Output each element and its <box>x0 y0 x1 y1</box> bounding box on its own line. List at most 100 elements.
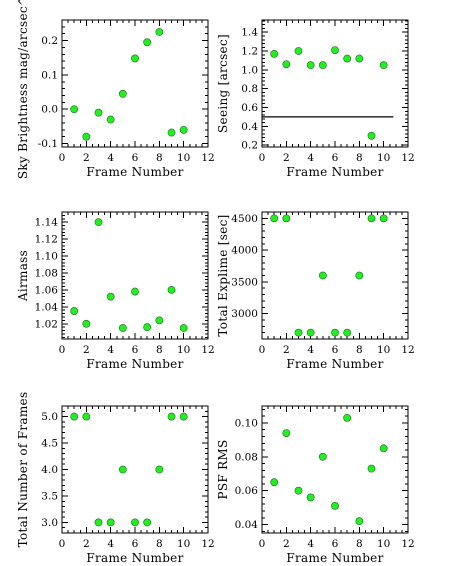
x-tick-label: 4 <box>107 344 114 356</box>
x-tick-label: 8 <box>356 538 363 550</box>
plot-frame <box>61 405 209 534</box>
data-point <box>94 108 103 117</box>
x-axis-title: Frame Number <box>286 165 383 179</box>
y-tick-label: 0.04 <box>235 519 259 531</box>
data-point <box>70 307 79 315</box>
x-tick-label: 4 <box>307 344 314 356</box>
data-point <box>131 54 139 63</box>
y-axis-title: Total Explime [sec] <box>216 214 230 336</box>
y-tick-label: 0.2 <box>241 140 258 152</box>
data-point <box>282 429 291 437</box>
y-tick-label: 0.1 <box>41 69 58 81</box>
data-point <box>306 328 315 337</box>
data-point <box>355 271 364 280</box>
y-tick-label: 4500 <box>231 213 258 225</box>
data-point <box>167 412 176 421</box>
x-tick-label: 6 <box>332 538 339 550</box>
x-tick-label: 10 <box>377 152 390 164</box>
y-tick-label: 1.14 <box>35 217 59 229</box>
y-tick-label: 3000 <box>231 308 258 320</box>
chart-panel-5: 0 2 4 6 8 10 12 3.0 3.5 4.0 4.5 5.0 Frame Number Tota… <box>16 392 215 565</box>
x-tick-label: 8 <box>156 152 163 164</box>
data-point <box>294 328 303 337</box>
data-point <box>331 328 339 337</box>
y-axis-title: Total Number of Frames <box>16 392 30 548</box>
data-point <box>118 465 127 474</box>
data-point <box>331 46 339 55</box>
x-tick-label: 12 <box>401 152 414 164</box>
data-point <box>343 54 352 63</box>
y-axis-title: Airmass <box>16 250 30 302</box>
data-point <box>106 518 115 527</box>
x-tick-label: 6 <box>132 152 139 164</box>
y-tick-label: 4.0 <box>41 464 58 476</box>
data-point <box>167 285 176 294</box>
data-point <box>367 131 376 140</box>
x-tick-label: 6 <box>332 152 339 164</box>
data-point <box>270 478 279 487</box>
x-tick-label: 12 <box>201 538 214 550</box>
data-point <box>179 412 188 421</box>
x-tick-label: 2 <box>83 344 90 356</box>
data-point <box>131 287 139 296</box>
x-tick-label: 10 <box>177 152 190 164</box>
x-tick-label: 0 <box>59 538 66 550</box>
y-tick-label: 0.6 <box>241 102 258 114</box>
x-tick-label: 10 <box>177 538 190 550</box>
y-axis-title: Sky Brightness mag/arcsec^2 <box>16 0 30 179</box>
plot-frame <box>261 19 409 148</box>
x-tick-label: 2 <box>283 344 290 356</box>
data-point <box>143 38 152 47</box>
data-point <box>118 324 127 332</box>
data-point <box>143 518 152 527</box>
y-tick-label: 3.5 <box>41 490 58 502</box>
x-tick-label: 8 <box>156 344 163 356</box>
y-tick-label: 0.2 <box>41 35 58 47</box>
y-tick-label: 0.8 <box>241 83 258 95</box>
y-tick-label: 1.2 <box>241 46 258 58</box>
x-axis-title: Frame Number <box>286 357 383 371</box>
y-tick-label: 1.4 <box>241 27 258 39</box>
y-tick-label: 4.5 <box>41 438 58 450</box>
x-tick-label: 4 <box>107 152 114 164</box>
y-tick-label: 1.06 <box>35 284 59 296</box>
data-point <box>379 61 388 70</box>
y-tick-label: 0.06 <box>235 485 259 497</box>
data-point <box>82 319 91 328</box>
x-tick-label: 12 <box>401 344 414 356</box>
x-axis-title: Frame Number <box>86 165 183 179</box>
y-tick-label: 4000 <box>231 245 258 257</box>
y-tick-label: 5.0 <box>41 411 58 423</box>
y-tick-label: 0.08 <box>235 451 258 463</box>
data-point <box>155 28 164 36</box>
data-point <box>294 486 303 495</box>
data-point <box>343 328 352 337</box>
x-tick-label: 2 <box>283 538 290 550</box>
data-point <box>94 218 103 227</box>
x-tick-label: 4 <box>307 152 314 164</box>
x-tick-label: 0 <box>59 344 66 356</box>
plot-frame <box>61 211 209 340</box>
x-tick-label: 10 <box>177 344 190 356</box>
data-point <box>118 89 127 98</box>
data-point <box>155 465 164 474</box>
data-point <box>294 47 303 55</box>
y-tick-label: 0.4 <box>241 121 258 133</box>
data-point <box>367 214 376 223</box>
data-point <box>355 54 364 63</box>
y-tick-label: 1.02 <box>35 318 58 330</box>
x-tick-label: 6 <box>132 538 139 550</box>
y-axis-title: PSF RMS <box>216 439 230 499</box>
data-point <box>318 271 327 280</box>
y-axis-title: Seeing [arcsec] <box>216 34 230 133</box>
x-tick-label: 0 <box>59 152 66 164</box>
x-tick-label: 12 <box>401 538 414 550</box>
data-point <box>331 502 339 510</box>
chart-panel-2: 0 2 4 6 8 10 12 0.2 0.4 0.6 0.8 1.0 1.2 1.4 Frame Numb… <box>216 19 415 179</box>
y-tick-label: 1.08 <box>35 267 58 279</box>
y-tick-label: 1.12 <box>35 234 58 246</box>
x-tick-label: 8 <box>356 344 363 356</box>
y-tick-label: 3.0 <box>41 517 58 529</box>
data-point <box>306 61 315 70</box>
